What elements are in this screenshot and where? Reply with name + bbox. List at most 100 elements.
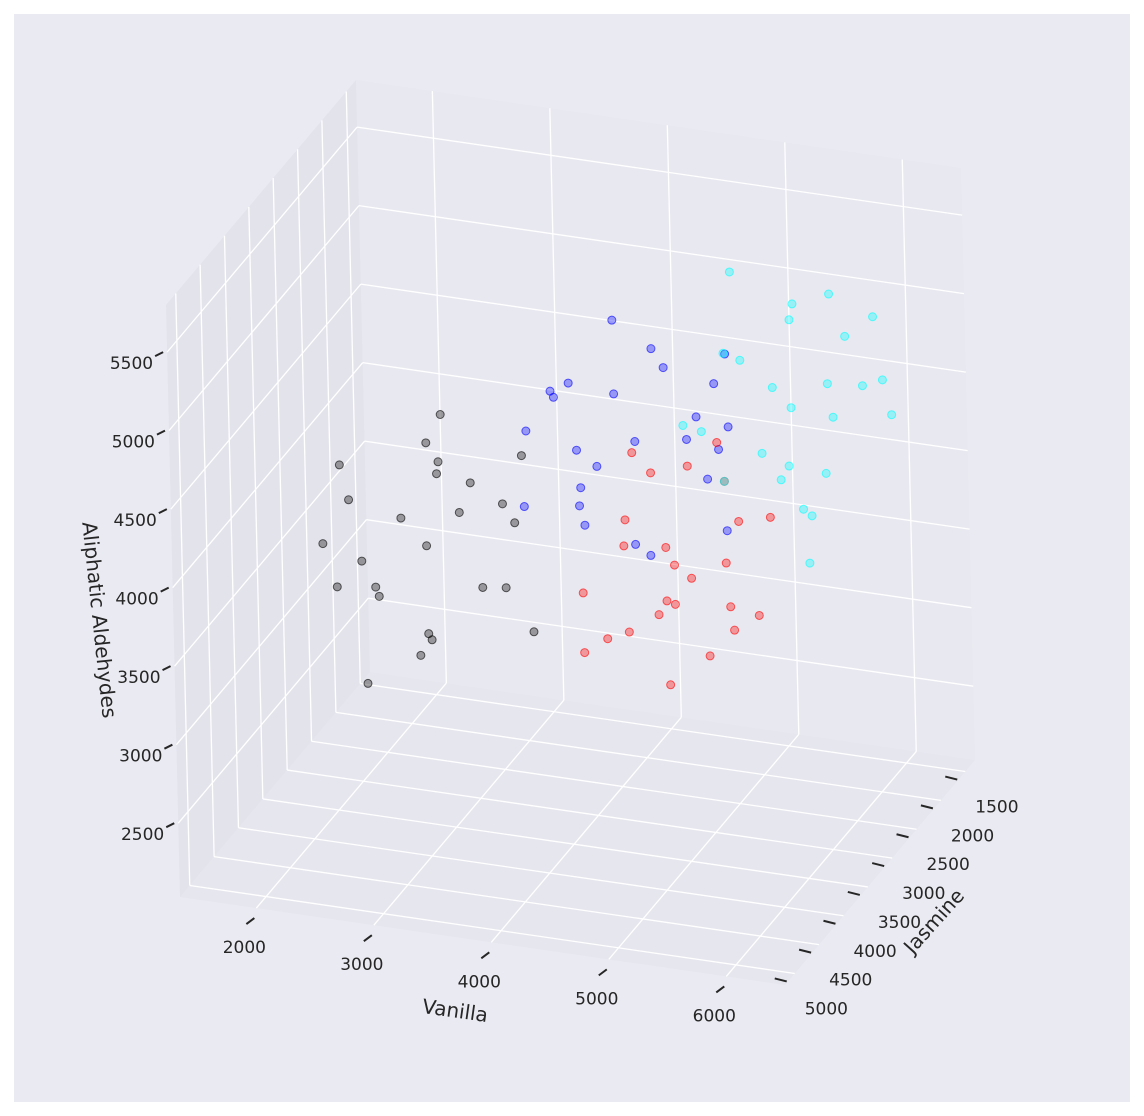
- y-tick-label: 3500: [878, 913, 921, 933]
- y-tick-label: 2000: [951, 826, 994, 846]
- side-pane: [166, 80, 370, 897]
- point: [580, 520, 590, 530]
- point: [877, 375, 887, 385]
- tick-mark: [715, 985, 725, 994]
- x-tick-label: 2000: [223, 938, 266, 958]
- point: [765, 512, 775, 522]
- tick-mark: [920, 804, 934, 810]
- point: [624, 627, 634, 637]
- point: [670, 560, 680, 570]
- floor-pane: [180, 672, 975, 985]
- tick-mark: [945, 775, 958, 781]
- tick-mark: [363, 934, 373, 942]
- point: [734, 516, 744, 526]
- tick-mark: [847, 890, 861, 896]
- point: [363, 678, 373, 688]
- tick-mark: [163, 743, 173, 750]
- point: [603, 634, 613, 644]
- point: [654, 610, 664, 620]
- point: [576, 483, 586, 493]
- x-tick-label: 3000: [340, 955, 383, 975]
- point: [646, 550, 656, 560]
- point: [432, 469, 442, 479]
- point: [357, 556, 367, 566]
- point: [709, 379, 719, 389]
- grid-line: [255, 682, 447, 909]
- point: [662, 596, 672, 606]
- point: [416, 650, 426, 660]
- point: [767, 383, 777, 393]
- point: [478, 582, 488, 592]
- point: [687, 573, 697, 583]
- point: [575, 501, 585, 511]
- tick-mark: [158, 508, 168, 515]
- grid-line: [335, 711, 941, 802]
- grid-line: [357, 126, 963, 216]
- tick-mark: [774, 977, 787, 983]
- point: [754, 610, 764, 620]
- point: [572, 445, 582, 455]
- grid-line: [364, 440, 970, 530]
- grid-line: [901, 159, 917, 752]
- tick-mark: [165, 822, 175, 829]
- point: [805, 558, 815, 568]
- grid-line: [666, 125, 682, 718]
- point: [318, 539, 328, 549]
- point: [682, 434, 692, 444]
- point: [787, 299, 797, 309]
- grid-line: [360, 682, 966, 773]
- point: [807, 511, 817, 521]
- y-tick-label: 5000: [805, 999, 848, 1019]
- point: [627, 448, 637, 458]
- point: [666, 680, 676, 690]
- point: [868, 312, 878, 322]
- tick-mark: [245, 917, 255, 925]
- z-tick-label: 4000: [115, 590, 158, 610]
- grid-line: [345, 91, 361, 684]
- point: [799, 504, 809, 514]
- grid-line: [223, 235, 240, 828]
- point: [857, 381, 867, 391]
- z-tick-label: 3500: [117, 668, 160, 688]
- tick-mark: [480, 951, 490, 960]
- point: [724, 267, 734, 277]
- point: [332, 582, 342, 592]
- point: [722, 526, 732, 536]
- grid-line: [358, 204, 965, 295]
- tick-mark: [798, 948, 812, 954]
- point: [619, 541, 629, 551]
- point: [510, 518, 520, 528]
- grid-line: [362, 362, 968, 452]
- grid-line: [784, 142, 800, 735]
- point: [786, 403, 796, 413]
- tick-mark: [156, 429, 166, 436]
- grid-line: [214, 855, 820, 946]
- point: [521, 426, 531, 436]
- x-tick-label: 4000: [458, 972, 501, 992]
- point: [721, 558, 731, 568]
- back-pane: [356, 80, 975, 760]
- point: [682, 461, 692, 471]
- point: [730, 625, 740, 635]
- point: [887, 410, 897, 420]
- grid-line: [166, 126, 358, 353]
- point: [631, 539, 641, 549]
- z-tick-label: 2500: [121, 825, 164, 845]
- grid-line: [725, 751, 917, 977]
- point: [735, 355, 745, 365]
- point: [578, 588, 588, 598]
- grid-line: [366, 519, 972, 609]
- point: [344, 495, 354, 505]
- point: [714, 444, 724, 454]
- point: [757, 448, 767, 458]
- z-tick-label: 5000: [112, 433, 155, 453]
- grid-line: [175, 293, 191, 886]
- point: [607, 315, 617, 325]
- grid-line: [174, 440, 366, 667]
- point: [784, 315, 794, 325]
- grid-line: [549, 108, 565, 701]
- point: [646, 344, 656, 354]
- point: [646, 468, 656, 478]
- grid-line: [248, 206, 264, 799]
- y-tick-label: 4000: [853, 942, 896, 962]
